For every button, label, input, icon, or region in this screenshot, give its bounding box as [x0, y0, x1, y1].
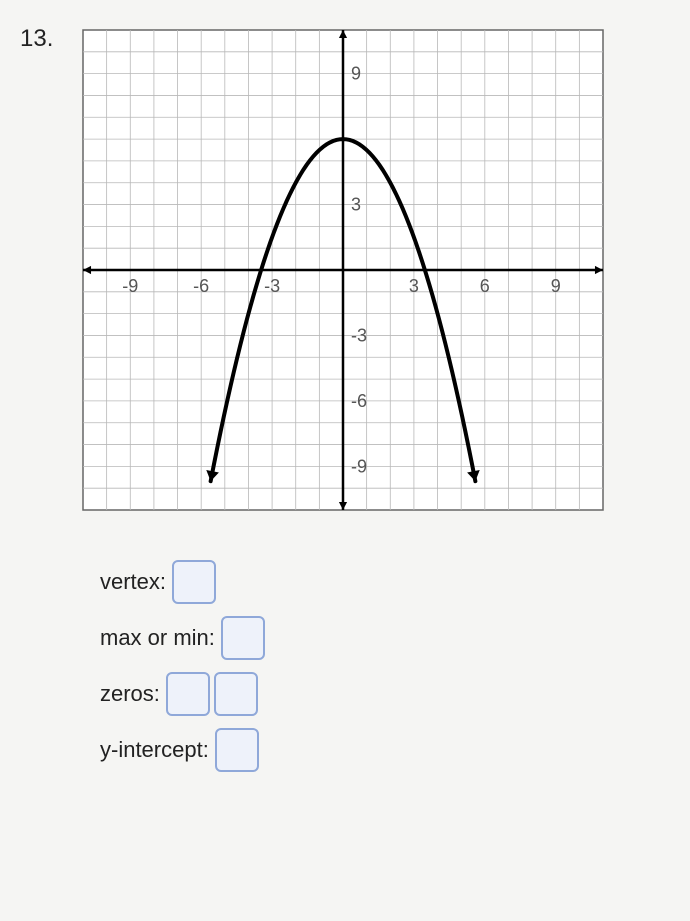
answer-input-box[interactable]: [221, 616, 265, 660]
problem-number: 13.: [20, 25, 53, 53]
svg-text:-9: -9: [123, 276, 139, 296]
problem: 13. -9 -6 -3 3 6 9 9 3 -3 -6 -9: [20, 20, 670, 520]
svg-text:-3: -3: [264, 276, 280, 296]
svg-text:6: 6: [480, 276, 490, 296]
svg-text:-6: -6: [194, 276, 210, 296]
svg-text:9: 9: [551, 276, 561, 296]
svg-text:-3: -3: [351, 325, 367, 345]
answer-section: vertex: max or min: zeros: y-intercept:: [100, 560, 670, 772]
answer-input-box[interactable]: [172, 560, 216, 604]
parabola-chart: -9 -6 -3 3 6 9 9 3 -3 -6 -9: [73, 20, 613, 520]
svg-text:-6: -6: [351, 391, 367, 411]
answer-row: max or min:: [100, 616, 670, 660]
answer-label: max or min:: [100, 625, 215, 651]
answer-row: y-intercept:: [100, 728, 670, 772]
svg-text:9: 9: [351, 64, 361, 84]
answer-input-box[interactable]: [215, 728, 259, 772]
svg-text:-9: -9: [351, 456, 367, 476]
answer-input-box[interactable]: [214, 672, 258, 716]
chart-container: -9 -6 -3 3 6 9 9 3 -3 -6 -9: [73, 20, 613, 520]
answer-row: vertex:: [100, 560, 670, 604]
svg-text:3: 3: [409, 276, 419, 296]
answer-label: vertex:: [100, 569, 166, 595]
answer-input-box[interactable]: [166, 672, 210, 716]
answer-label: zeros:: [100, 681, 160, 707]
svg-text:3: 3: [351, 195, 361, 215]
answer-row: zeros:: [100, 672, 670, 716]
answer-label: y-intercept:: [100, 737, 209, 763]
